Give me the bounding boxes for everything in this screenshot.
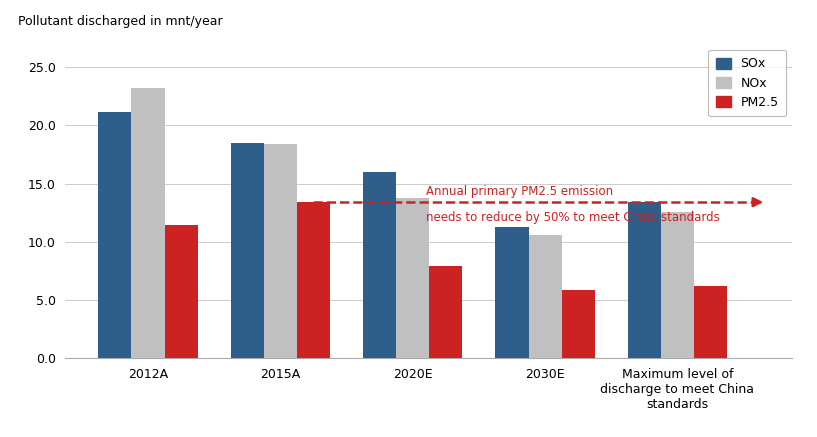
Bar	[164, 225, 198, 358]
Text: Annual primary PM2.5 emission: Annual primary PM2.5 emission	[426, 185, 613, 198]
Bar	[694, 286, 727, 358]
Bar	[396, 198, 429, 358]
Bar	[132, 88, 164, 358]
Bar	[561, 290, 595, 358]
Bar	[495, 227, 529, 358]
Legend: SOx, NOx, PM2.5: SOx, NOx, PM2.5	[708, 50, 786, 116]
Bar	[98, 112, 132, 358]
Bar	[363, 172, 396, 358]
Bar	[661, 212, 694, 358]
Bar	[230, 143, 264, 358]
Text: Pollutant discharged in mnt/year: Pollutant discharged in mnt/year	[18, 15, 223, 28]
Bar	[627, 202, 661, 358]
Bar	[529, 235, 561, 358]
Bar	[429, 266, 462, 358]
Bar	[297, 202, 330, 358]
Bar	[264, 144, 297, 358]
Text: needs to reduce by 50% to meet China standards: needs to reduce by 50% to meet China sta…	[426, 211, 720, 224]
